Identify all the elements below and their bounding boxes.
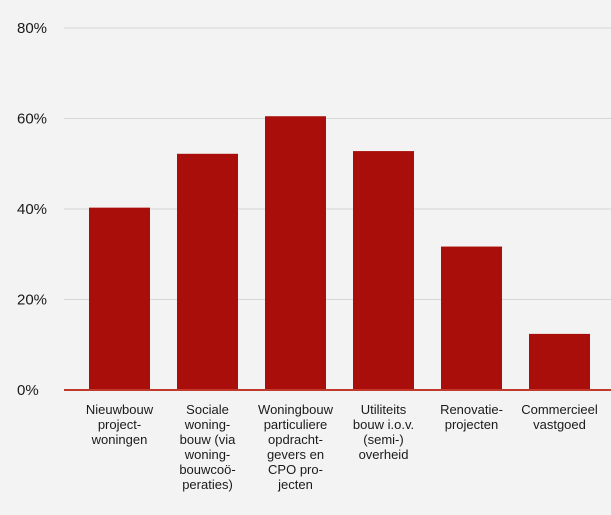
x-tick-label-line: Sociale: [186, 402, 229, 417]
x-tick-label-line: Renovatie-: [440, 402, 503, 417]
x-tick-label-line: bouw i.o.v.: [353, 417, 414, 432]
x-tick-label-line: Utiliteits: [361, 402, 407, 417]
x-tick-label-line: Nieuwbouw: [86, 402, 154, 417]
x-tick-label-line: woning-: [184, 447, 231, 462]
x-tick-label: Sociale woning-bouw (via woning-bouwcoö-pe…: [179, 402, 236, 492]
x-tick-label-line: Woningbouw: [258, 402, 334, 417]
y-tick-label: 20%: [17, 292, 47, 309]
y-tick-label: 0%: [17, 382, 39, 399]
x-tick-label-line: bouwcoö-: [179, 462, 235, 477]
bar: [529, 333, 590, 390]
x-tick-label: Renovatie-projecten: [440, 402, 503, 432]
x-tick-label: Woningbouw particuliere opdracht-gevers en…: [258, 402, 334, 492]
x-tick-label-line: woningen: [91, 432, 148, 447]
y-tick-label: 60%: [17, 111, 47, 128]
x-tick-label-line: CPO pro-: [268, 462, 323, 477]
x-tick-label: Nieuwbouw project-woningen: [86, 402, 154, 447]
bar: [265, 116, 326, 391]
y-tick-label: 40%: [17, 201, 47, 218]
x-tick-label-line: vastgoed: [533, 417, 586, 432]
x-tick-label-line: woning-: [184, 417, 231, 432]
x-tick-label-line: jecten: [277, 477, 313, 492]
x-tick-label-line: gevers en: [267, 447, 324, 462]
x-tick-label-line: peraties): [182, 477, 233, 492]
x-tick-label: Commercieel vastgoed: [521, 402, 598, 432]
x-tick-label-line: projecten: [445, 417, 498, 432]
bar: [353, 151, 414, 390]
bar: [441, 246, 502, 390]
x-tick-label-line: Commercieel: [521, 402, 598, 417]
x-tick-label-line: particuliere: [264, 417, 328, 432]
bar: [89, 207, 150, 390]
x-tick-label-line: overheid: [359, 447, 409, 462]
x-tick-label-line: project-: [98, 417, 141, 432]
bar: [177, 153, 238, 390]
x-tick-label-line: (semi-): [363, 432, 403, 447]
x-tick-label-line: bouw (via: [180, 432, 236, 447]
x-tick-label: Utiliteits bouw i.o.v. (semi-) overheid: [353, 402, 414, 462]
y-tick-label: 80%: [17, 20, 47, 37]
x-tick-label-line: opdracht-: [268, 432, 323, 447]
